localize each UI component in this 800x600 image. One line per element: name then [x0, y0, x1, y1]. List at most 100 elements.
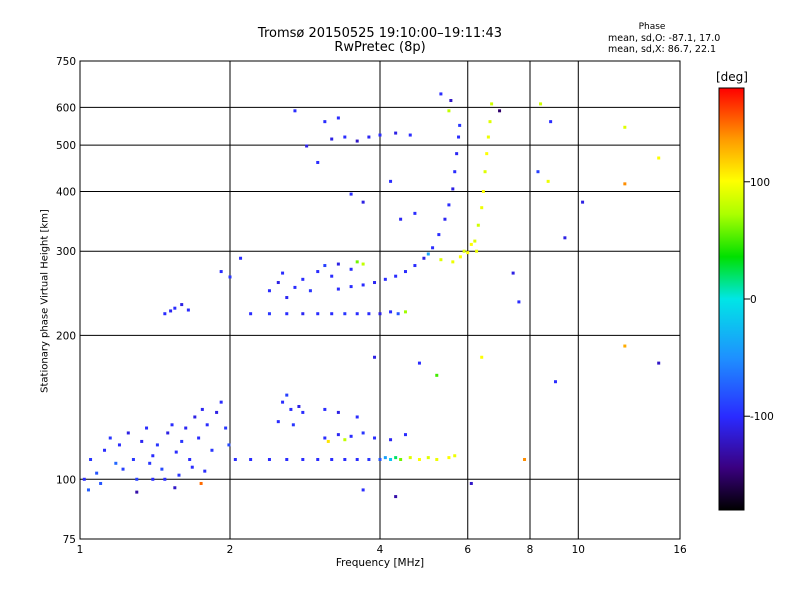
- data-point: [373, 436, 377, 440]
- data-point: [413, 211, 417, 215]
- data-point: [200, 407, 204, 411]
- data-point: [86, 488, 90, 492]
- data-point: [151, 477, 155, 481]
- data-point: [511, 271, 515, 275]
- data-point: [396, 312, 400, 316]
- data-point: [323, 436, 327, 440]
- data-point: [361, 431, 365, 435]
- data-point: [581, 200, 585, 204]
- data-point: [426, 252, 430, 256]
- data-point: [383, 456, 387, 460]
- data-point: [117, 443, 121, 447]
- data-point: [435, 373, 439, 377]
- data-point: [623, 182, 627, 186]
- data-point: [455, 152, 459, 156]
- chart-title: Tromsø 20150525 19:10:00–19:11:43: [257, 26, 503, 41]
- data-point: [399, 457, 403, 461]
- data-point: [623, 344, 627, 348]
- data-point: [336, 410, 340, 414]
- data-point: [466, 251, 470, 255]
- data-point: [190, 465, 194, 469]
- data-point: [435, 457, 439, 461]
- data-point: [451, 260, 455, 264]
- data-point: [227, 443, 231, 447]
- data-point: [285, 457, 289, 461]
- data-point: [135, 477, 139, 481]
- data-point: [343, 438, 347, 442]
- data-point: [199, 481, 203, 485]
- data-point: [546, 179, 550, 183]
- data-point: [121, 467, 125, 471]
- data-point: [355, 260, 359, 264]
- chart-subtitle: RwPretec (8p): [334, 40, 426, 55]
- data-point: [367, 457, 371, 461]
- data-point: [453, 454, 457, 458]
- data-point: [394, 495, 398, 499]
- data-point: [193, 415, 197, 419]
- data-point: [623, 125, 627, 129]
- data-point: [367, 135, 371, 139]
- data-point: [539, 102, 543, 106]
- x-tick-label: 1: [77, 544, 84, 556]
- data-point: [553, 380, 557, 384]
- data-point: [457, 135, 461, 139]
- data-point: [140, 439, 144, 443]
- data-point: [224, 426, 228, 430]
- data-point: [417, 361, 421, 365]
- data-point: [197, 436, 201, 440]
- data-point: [361, 200, 365, 204]
- x-tick-label: 6: [464, 544, 471, 556]
- data-point: [483, 170, 487, 174]
- data-point: [480, 206, 484, 210]
- data-point: [323, 120, 327, 124]
- data-point: [343, 312, 347, 316]
- data-point: [281, 271, 285, 275]
- y-tick-label: 200: [56, 330, 76, 342]
- data-point: [498, 109, 502, 113]
- data-point: [233, 457, 237, 461]
- data-point: [148, 461, 152, 465]
- data-point: [394, 131, 398, 135]
- data-point: [349, 285, 353, 289]
- data-point: [343, 457, 347, 461]
- data-point: [490, 102, 494, 106]
- data-point: [447, 456, 451, 460]
- data-point: [389, 179, 393, 183]
- data-point: [336, 262, 340, 266]
- data-point: [316, 457, 320, 461]
- data-point: [103, 448, 107, 452]
- data-point: [486, 135, 490, 139]
- data-point: [336, 287, 340, 291]
- data-point: [293, 285, 297, 289]
- data-point: [276, 281, 280, 285]
- data-point: [336, 433, 340, 437]
- data-point: [462, 249, 466, 253]
- colorbar-tick-label: -100: [750, 411, 774, 423]
- y-tick-label: 100: [56, 474, 76, 486]
- data-point: [281, 400, 285, 404]
- data-point: [480, 355, 484, 359]
- data-point: [285, 296, 289, 300]
- colorbar: [718, 87, 745, 511]
- data-point: [475, 249, 479, 253]
- y-tick-label: 750: [56, 56, 76, 68]
- data-point: [426, 456, 430, 460]
- data-point: [291, 423, 295, 427]
- data-point: [408, 456, 412, 460]
- data-point: [180, 439, 184, 443]
- data-point: [378, 457, 382, 461]
- data-point: [408, 133, 412, 137]
- data-point: [378, 312, 382, 316]
- x-tick-label: 2: [227, 544, 234, 556]
- data-point: [239, 256, 243, 260]
- data-point: [485, 152, 489, 156]
- plot-frame: [79, 60, 681, 540]
- data-point: [417, 457, 421, 461]
- data-point: [177, 473, 181, 477]
- data-point: [316, 312, 320, 316]
- data-point: [389, 310, 393, 314]
- stats-x-mode: mean, sd,X: 86.7, 22.1: [608, 44, 717, 55]
- data-point: [443, 217, 447, 221]
- data-point: [174, 450, 178, 454]
- data-point: [326, 439, 330, 443]
